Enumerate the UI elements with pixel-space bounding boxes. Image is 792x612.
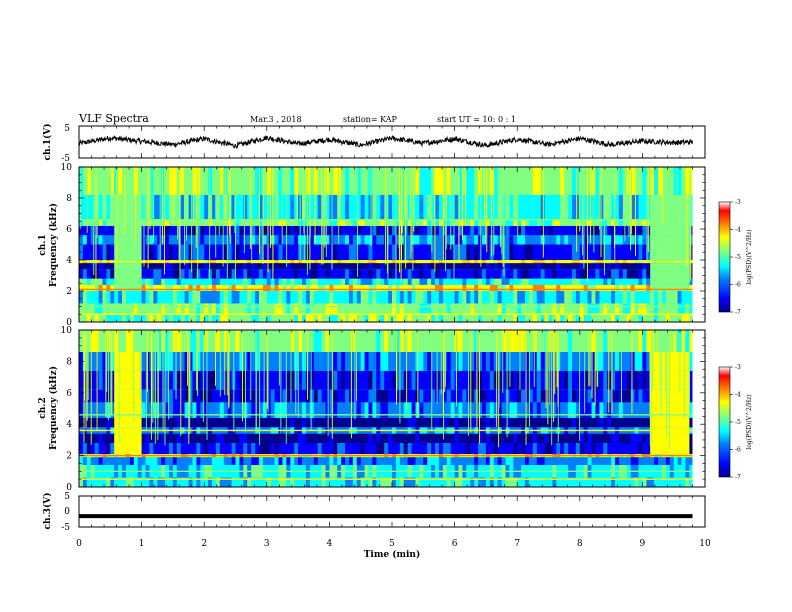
ch3-ylabel: ch.3(V) [42,493,53,530]
ytick-label: 2 [66,452,72,462]
ch1-colorbar-ticks: -3 -4 -5 -6 -7 [730,199,741,316]
colorbar-tick-label: -3 [735,199,741,206]
x-tick-label: 5 [389,539,395,549]
ch1-waveform-panel: 5 -5 ch.1(V) [42,124,706,164]
ytick-label: 6 [66,389,72,399]
ch1-ytick-top: 5 [64,124,70,134]
x-tick-label: 1 [139,539,145,549]
ch1-waveform-line [78,134,693,150]
ch3-ytick-top: 5 [64,492,70,502]
ch3-ticks [78,496,706,527]
colorbar-tick-label: -4 [735,392,741,399]
start-time-label: start UT = 10: 0 : 1 [437,115,516,124]
ytick-label: 0 [66,318,72,328]
ytick-label: 4 [66,256,72,266]
ch2-spec-ytick-labels: 0 2 4 6 8 10 [61,326,73,493]
ytick-label: 4 [66,420,72,430]
ch1-spectrogram-image [79,167,705,323]
ch1-spec-ytick-labels: 0 2 4 6 8 10 [61,163,73,328]
colorbar-tick-label: -7 [735,309,741,316]
ch3-ytick-bottom: -5 [61,523,70,533]
ch2-spec-ticks [78,329,706,488]
ch3-waveform-panel: 5 0 -5 ch.3(V) [42,492,706,533]
ch1-colorbar [718,201,731,313]
figure-title: VLF Spectra [78,112,149,125]
colorbar-tick-label: -3 [735,364,741,371]
x-tick-label: 8 [577,539,583,549]
date-label: Mar.3 , 2018 [250,115,302,124]
ch2-colorbar-ticks: -3 -4 -5 -6 -7 [730,364,741,481]
x-axis-label: Time (min) [364,549,421,560]
ytick-label: 2 [66,287,72,297]
ch1-ylabel: ch.1(V) [42,124,53,161]
ch1-colorbar-label: log(PSD)(V^2/Hz) [746,229,753,284]
ytick-label: 8 [66,194,72,204]
station-label: station= KAP [343,115,398,124]
colorbar-tick-label: -7 [735,474,741,481]
ch3-ytick-mid: 0 [64,507,70,517]
ytick-label: 8 [66,357,72,367]
ch2-spec-ylabel-line1: ch.2 [38,397,48,418]
ch1-ticks [78,126,706,158]
ch2-colorbar [718,366,731,478]
ch2-colorbar-label: log(PSD)(V^2/Hz) [746,394,753,449]
ch1-ytick-bottom: -5 [61,154,70,164]
colorbar-tick-label: -5 [735,254,741,261]
colorbar-tick-label: -6 [735,282,741,289]
colorbar-tick-label: -6 [735,447,741,454]
ytick-label: 6 [66,225,72,235]
ch2-spectrogram-image [79,330,705,487]
ytick-label: 10 [61,163,73,173]
x-tick-label: 6 [452,539,458,549]
ytick-label: 0 [66,483,72,493]
colorbar-tick-label: -5 [735,419,741,426]
x-tick-label: 9 [640,539,646,549]
ch2-spec-ylabel-line2: Frequency (kHz) [48,366,59,450]
ch1-spec-ylabel-line2: Frequency (kHz) [48,203,59,287]
x-tick-label: 4 [327,539,333,549]
x-tick-label: 0 [76,539,82,549]
x-tick-label: 7 [514,539,520,549]
ch1-spec-ylabel-line1: ch.1 [38,234,48,255]
colorbar-tick-label: -4 [735,227,741,234]
x-tick-label: 2 [201,539,207,549]
x-axis-tick-labels: 0 1 2 3 4 5 6 7 8 9 10 [76,539,711,549]
ytick-label: 10 [61,326,73,336]
x-tick-label: 3 [264,539,270,549]
ch1-spec-ticks [78,166,706,323]
x-tick-label: 10 [699,539,711,549]
